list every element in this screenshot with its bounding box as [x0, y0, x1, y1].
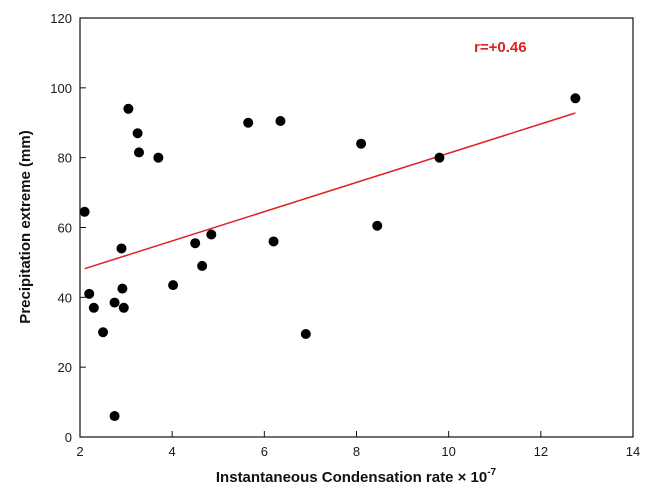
- data-point: [84, 288, 95, 299]
- tick-marks: [79, 17, 634, 438]
- data-point: [190, 238, 201, 249]
- y-tick-label: 100: [50, 81, 72, 96]
- correlation-annotation: r=+0.46: [474, 39, 527, 56]
- x-tick-label: 4: [169, 444, 176, 459]
- data-point: [434, 152, 445, 163]
- y-tick-label: 80: [58, 151, 72, 166]
- data-point: [197, 260, 208, 271]
- y-axis-label: Precipitation extreme (mm): [17, 130, 34, 323]
- y-tick-label: 40: [58, 290, 72, 305]
- data-point: [88, 302, 99, 313]
- x-axis-label: Instantaneous Condensation rate × 10-7: [216, 467, 497, 486]
- data-point: [243, 117, 254, 128]
- data-point: [117, 283, 128, 294]
- y-tick-label: 60: [58, 221, 72, 236]
- data-point: [123, 103, 134, 114]
- data-point: [116, 243, 127, 254]
- x-tick-label: 2: [76, 444, 83, 459]
- data-point: [153, 152, 164, 163]
- x-axis-label-exponent: -7: [487, 467, 496, 478]
- data-point: [168, 280, 179, 291]
- y-tick-label: 120: [50, 11, 72, 26]
- tick-labels: 2 4 6 8 10 12 14 0 20 40 60 80 100 120: [50, 11, 640, 459]
- x-tick-label: 8: [353, 444, 360, 459]
- data-point: [372, 220, 383, 231]
- x-tick-label: 10: [441, 444, 455, 459]
- trendline: [84, 112, 576, 270]
- data-point: [275, 116, 286, 127]
- x-axis-label-main: Instantaneous Condensation rate × 10: [216, 469, 487, 486]
- x-tick-label: 14: [626, 444, 640, 459]
- data-point: [79, 206, 90, 217]
- y-tick-label: 0: [65, 430, 72, 445]
- data-point: [133, 147, 144, 158]
- data-point: [268, 236, 279, 247]
- x-tick-label: 12: [534, 444, 548, 459]
- data-point: [300, 328, 311, 339]
- data-point: [132, 128, 143, 139]
- data-point: [118, 302, 129, 313]
- plot-frame: [79, 17, 634, 438]
- data-points: [79, 93, 581, 422]
- y-tick-label: 20: [58, 360, 72, 375]
- data-point: [356, 138, 367, 149]
- data-point: [570, 93, 581, 104]
- data-point: [109, 411, 120, 422]
- data-point: [109, 297, 120, 308]
- x-tick-label: 6: [261, 444, 268, 459]
- data-point: [206, 229, 217, 240]
- data-point: [98, 327, 109, 338]
